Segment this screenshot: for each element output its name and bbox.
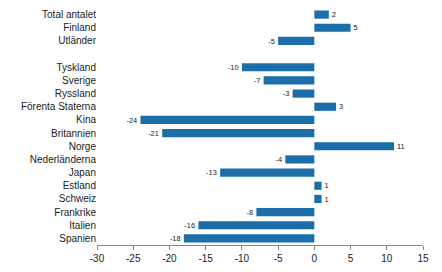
svg-text:-20: -20 [162, 253, 177, 264]
svg-text:-25: -25 [126, 253, 141, 264]
svg-text:Frankrike: Frankrike [54, 207, 96, 218]
svg-text:Spanien: Spanien [59, 233, 96, 244]
svg-text:1: 1 [325, 181, 329, 190]
svg-text:5: 5 [348, 253, 354, 264]
svg-text:-13: -13 [206, 168, 217, 177]
svg-text:Ryssland: Ryssland [55, 88, 96, 99]
svg-text:-15: -15 [198, 253, 213, 264]
svg-text:-3: -3 [283, 89, 290, 98]
svg-text:Finland: Finland [63, 22, 96, 33]
svg-text:3: 3 [339, 102, 343, 111]
svg-text:Total antalet: Total antalet [42, 9, 96, 20]
svg-text:Sverige: Sverige [62, 75, 96, 86]
svg-text:-24: -24 [126, 116, 137, 125]
svg-text:Norge: Norge [69, 141, 97, 152]
svg-text:-5: -5 [268, 37, 275, 46]
svg-text:-4: -4 [275, 155, 282, 164]
svg-text:Nederländerna: Nederländerna [30, 154, 97, 165]
svg-text:Förenta Staterna: Förenta Staterna [21, 101, 96, 112]
svg-text:-30: -30 [90, 253, 105, 264]
svg-text:Italien: Italien [69, 220, 96, 231]
svg-text:-5: -5 [274, 253, 283, 264]
svg-text:-7: -7 [254, 76, 261, 85]
svg-text:15: 15 [417, 253, 429, 264]
svg-text:Japan: Japan [69, 167, 96, 178]
svg-text:-8: -8 [246, 208, 253, 217]
svg-text:-18: -18 [170, 234, 181, 243]
svg-text:11: 11 [397, 142, 405, 151]
svg-text:-10: -10 [228, 63, 239, 72]
svg-text:0: 0 [312, 253, 318, 264]
svg-text:Tyskland: Tyskland [57, 62, 96, 73]
svg-text:Utländer: Utländer [58, 35, 96, 46]
svg-text:-16: -16 [184, 221, 195, 230]
svg-text:5: 5 [354, 23, 358, 32]
svg-text:Kina: Kina [76, 114, 96, 125]
svg-text:1: 1 [325, 195, 329, 204]
svg-text:Estland: Estland [63, 180, 96, 191]
svg-text:Schweiz: Schweiz [59, 193, 96, 204]
svg-text:10: 10 [381, 253, 393, 264]
svg-text:Britannien: Britannien [51, 128, 96, 139]
svg-text:-10: -10 [235, 253, 250, 264]
svg-text:2: 2 [332, 10, 336, 19]
svg-text:-21: -21 [148, 129, 159, 138]
